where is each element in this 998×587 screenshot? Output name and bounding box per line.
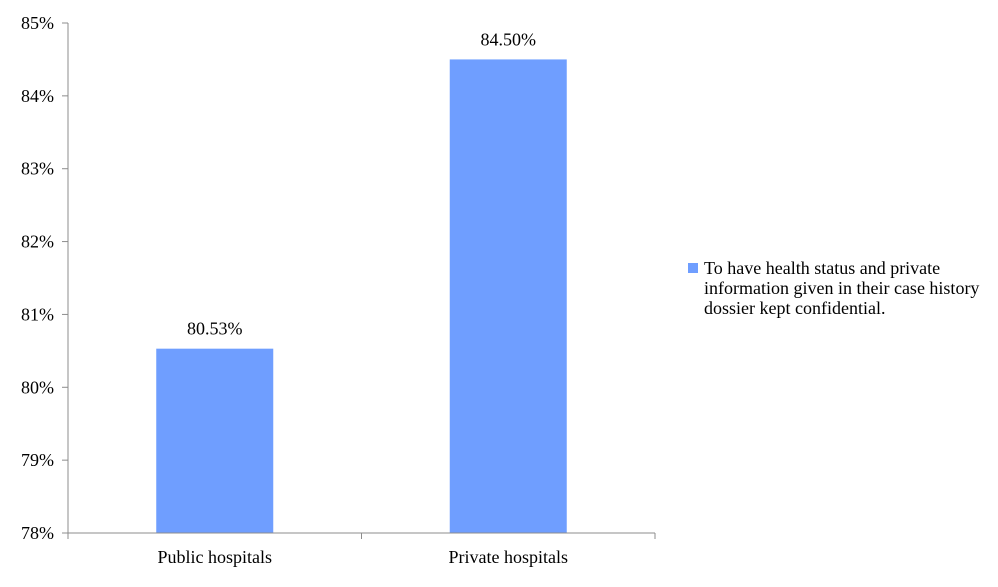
legend-swatch bbox=[688, 263, 698, 273]
y-tick-label-5: 83% bbox=[21, 159, 54, 179]
y-tick-label-1: 79% bbox=[21, 450, 54, 470]
y-tick-label-3: 81% bbox=[21, 304, 54, 324]
bar-1 bbox=[449, 59, 567, 534]
y-tick-label-4: 82% bbox=[21, 232, 54, 252]
bars-layer bbox=[156, 59, 567, 534]
x-tick-label-0: Public hospitals bbox=[157, 547, 272, 567]
data-label-1: 84.50% bbox=[481, 29, 537, 49]
data-labels-layer: 80.53% 84.50% bbox=[187, 29, 536, 338]
bar-0 bbox=[156, 348, 274, 533]
x-tick-label-1: Private hospitals bbox=[449, 547, 569, 567]
legend: To have health status and private inform… bbox=[688, 258, 988, 318]
y-tick-label-6: 84% bbox=[21, 86, 54, 106]
y-tick-label-0: 78% bbox=[21, 523, 54, 543]
axes-layer: Public hospitals Private hospitals 78% 79% 8… bbox=[21, 13, 656, 567]
y-tick-label-2: 80% bbox=[21, 377, 54, 397]
legend-label: To have health status and private inform… bbox=[704, 258, 980, 318]
y-tick-label-7: 85% bbox=[21, 13, 54, 33]
data-label-0: 80.53% bbox=[187, 319, 243, 339]
